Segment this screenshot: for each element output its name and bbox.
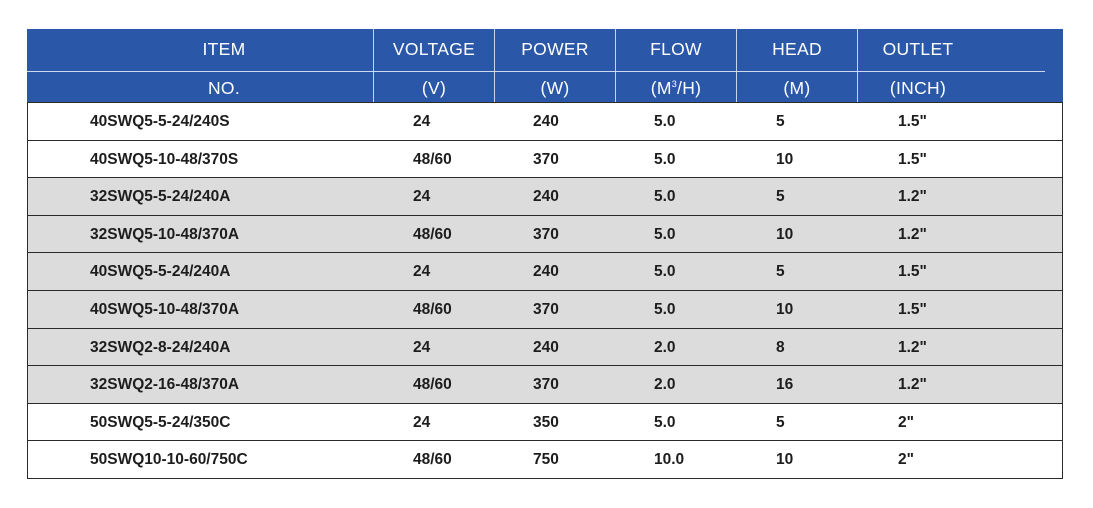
header-flow: FLOW [650, 39, 702, 59]
cell-head: 5 [776, 188, 785, 206]
cell-outlet: 1.2" [898, 188, 927, 206]
table-row: 32SWQ2-16-48/370A 48/60 370 2.0 16 1.2" [28, 365, 1062, 403]
cell-outlet: 1.5" [898, 113, 927, 130]
cell-item: 32SWQ5-5-24/240A [90, 188, 231, 206]
header-voltage: VOLTAGE [392, 39, 476, 59]
header-separator [736, 29, 737, 102]
cell-voltage: 24 [413, 113, 431, 130]
cell-head: 8 [776, 338, 785, 356]
table-row: 50SWQ10-10-60/750C 48/60 750 10.0 10 2" [28, 440, 1062, 478]
table-row: 40SWQ5-10-48/370S 48/60 370 5.0 10 1.5" [28, 139, 1062, 178]
cell-item: 40SWQ5-5-24/240A [90, 263, 231, 281]
cell-power: 370 [533, 376, 559, 394]
cell-power: 370 [533, 300, 559, 318]
cell-head: 5 [776, 263, 785, 281]
header-flow-unit: (M3/H) [650, 78, 702, 98]
cell-power: 350 [533, 413, 559, 431]
cell-voltage: 24 [413, 413, 431, 431]
cell-voltage: 48/60 [413, 300, 452, 318]
cell-item: 50SWQ5-5-24/350C [90, 413, 231, 431]
cell-head: 16 [776, 376, 794, 394]
cell-flow: 5.0 [654, 300, 676, 318]
header-separator [857, 29, 858, 102]
cell-flow: 10.0 [654, 451, 685, 469]
cell-flow: 5.0 [654, 150, 676, 168]
cell-flow: 2.0 [654, 338, 676, 356]
cell-item: 32SWQ5-10-48/370A [90, 225, 240, 243]
cell-flow: 5.0 [654, 413, 676, 431]
table-row: 40SWQ5-5-24/240S 24 240 5.0 5 1.5" [28, 102, 1062, 140]
cell-outlet: 1.2" [898, 225, 927, 243]
cell-voltage: 24 [413, 338, 431, 356]
table-row: 40SWQ5-5-24/240A 24 240 5.0 5 1.5" [28, 252, 1062, 290]
header-item: ITEM [202, 39, 246, 59]
cell-flow: 5.0 [654, 188, 676, 206]
cell-outlet: 2" [898, 413, 914, 431]
header-voltage-unit: (V) [421, 78, 447, 98]
cell-outlet: 1.5" [898, 263, 927, 281]
header-head: HEAD [772, 39, 822, 59]
table-body: 40SWQ5-5-24/240S 24 240 5.0 5 1.5" 40SWQ5-10-4… [27, 102, 1063, 479]
cell-item: 32SWQ2-16-48/370A [90, 376, 240, 394]
cell-voltage: 48/60 [413, 376, 452, 394]
cell-flow: 5.0 [654, 113, 676, 130]
cell-outlet: 1.2" [898, 376, 927, 394]
header-separator [373, 29, 374, 102]
header-outlet-unit: (INCH) [889, 78, 947, 98]
cell-power: 750 [533, 451, 559, 469]
header-outlet: OUTLET [882, 39, 954, 59]
cell-power: 370 [533, 150, 559, 168]
cell-outlet: 1.2" [898, 338, 927, 356]
cell-power: 370 [533, 225, 559, 243]
cell-flow: 5.0 [654, 225, 676, 243]
table-row: 32SWQ2-8-24/240A 24 240 2.0 8 1.2" [28, 327, 1062, 366]
cell-voltage: 24 [413, 188, 431, 206]
header-divider [27, 71, 1045, 72]
cell-head: 5 [776, 413, 785, 431]
cell-item: 40SWQ5-10-48/370A [90, 300, 240, 318]
spec-table: ITEM VOLTAGE POWER FLOW HEAD OUTLET NO. … [27, 29, 1063, 479]
table-row: 40SWQ5-10-48/370A 48/60 370 5.0 10 1.5" [28, 289, 1062, 328]
header-power: POWER [521, 39, 589, 59]
cell-item: 40SWQ5-10-48/370S [90, 150, 239, 168]
cell-head: 5 [776, 113, 785, 130]
cell-voltage: 24 [413, 263, 431, 281]
cell-voltage: 48/60 [413, 225, 452, 243]
cell-head: 10 [776, 150, 794, 168]
header-head-unit: (M) [783, 78, 811, 98]
cell-item: 50SWQ10-10-60/750C [90, 451, 248, 469]
cell-flow: 5.0 [654, 263, 676, 281]
header-item-no: NO. [207, 78, 240, 98]
table-row: 50SWQ5-5-24/350C 24 350 5.0 5 2" [28, 402, 1062, 441]
table-row: 32SWQ5-10-48/370A 48/60 370 5.0 10 1.2" [28, 214, 1062, 253]
cell-power: 240 [533, 113, 559, 130]
header-power-unit: (W) [540, 78, 570, 98]
cell-outlet: 2" [898, 451, 914, 469]
cell-item: 32SWQ2-8-24/240A [90, 338, 231, 356]
header-separator [494, 29, 495, 102]
cell-head: 10 [776, 300, 794, 318]
cell-voltage: 48/60 [413, 150, 452, 168]
cell-head: 10 [776, 225, 794, 243]
cell-power: 240 [533, 263, 559, 281]
cell-voltage: 48/60 [413, 451, 452, 469]
cell-head: 10 [776, 451, 794, 469]
cell-power: 240 [533, 338, 559, 356]
cell-outlet: 1.5" [898, 150, 927, 168]
table-header: ITEM VOLTAGE POWER FLOW HEAD OUTLET NO. … [27, 29, 1063, 102]
cell-item: 40SWQ5-5-24/240S [90, 113, 230, 130]
cell-outlet: 1.5" [898, 300, 927, 318]
cell-flow: 2.0 [654, 376, 676, 394]
header-separator [615, 29, 616, 102]
table-row: 32SWQ5-5-24/240A 24 240 5.0 5 1.2" [28, 177, 1062, 215]
cell-power: 240 [533, 188, 559, 206]
